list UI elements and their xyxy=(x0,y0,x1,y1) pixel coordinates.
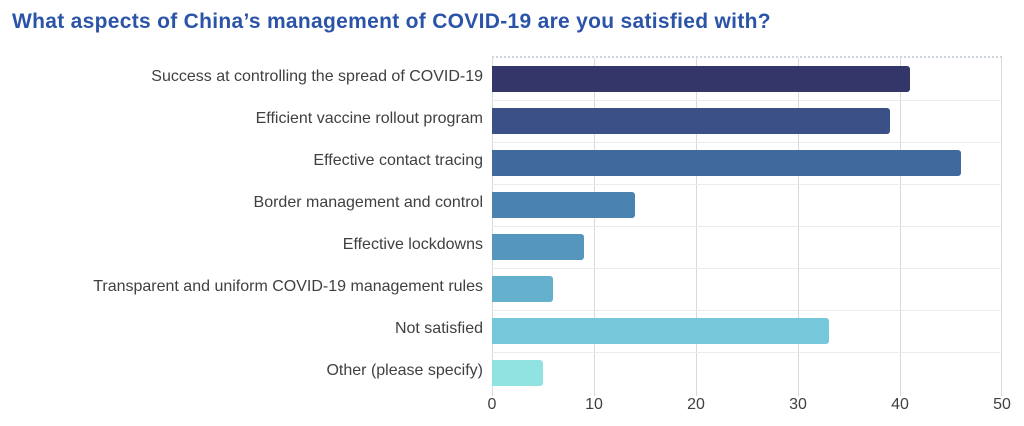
x-tick-label: 30 xyxy=(789,396,807,413)
gridline-vertical xyxy=(696,58,697,396)
bar xyxy=(492,192,635,218)
gridline-horizontal xyxy=(492,142,1002,143)
x-tick-label: 20 xyxy=(687,396,705,413)
gridline-horizontal xyxy=(492,268,1002,269)
bar xyxy=(492,234,584,260)
bar xyxy=(492,108,890,134)
gridline-vertical xyxy=(900,58,901,396)
chart-title: What aspects of China’s management of CO… xyxy=(12,10,771,33)
category-label: Transparent and uniform COVID-19 managem… xyxy=(93,278,483,295)
gridline-horizontal xyxy=(492,310,1002,311)
gridline-vertical xyxy=(798,58,799,396)
category-label: Effective contact tracing xyxy=(313,152,483,169)
category-label: Border management and control xyxy=(253,194,483,211)
x-tick-label: 40 xyxy=(891,396,909,413)
x-tick-label: 0 xyxy=(487,396,497,413)
plot-area xyxy=(492,56,1002,396)
bar xyxy=(492,66,911,92)
x-axis: 0 10 20 30 40 50 xyxy=(488,396,1011,422)
category-label: Efficient vaccine rollout program xyxy=(255,110,483,127)
category-label: Success at controlling the spread of COV… xyxy=(151,68,483,85)
bar xyxy=(492,150,962,176)
gridline-horizontal xyxy=(492,100,1002,101)
bar xyxy=(492,276,554,302)
category-label: Not satisfied xyxy=(394,320,483,337)
bar xyxy=(492,318,829,344)
gridline-horizontal xyxy=(492,352,1002,353)
x-tick-label: 50 xyxy=(993,396,1011,413)
gridline-vertical xyxy=(594,58,595,396)
gridline-vertical xyxy=(1001,58,1002,396)
gridline-vertical xyxy=(492,58,493,396)
x-tick-label: 10 xyxy=(585,396,603,413)
bar xyxy=(492,360,543,386)
category-label: Effective lockdowns xyxy=(342,236,483,253)
gridline-horizontal xyxy=(492,184,1002,185)
gridline-horizontal xyxy=(492,226,1002,227)
category-label: Other (please specify) xyxy=(326,362,483,379)
